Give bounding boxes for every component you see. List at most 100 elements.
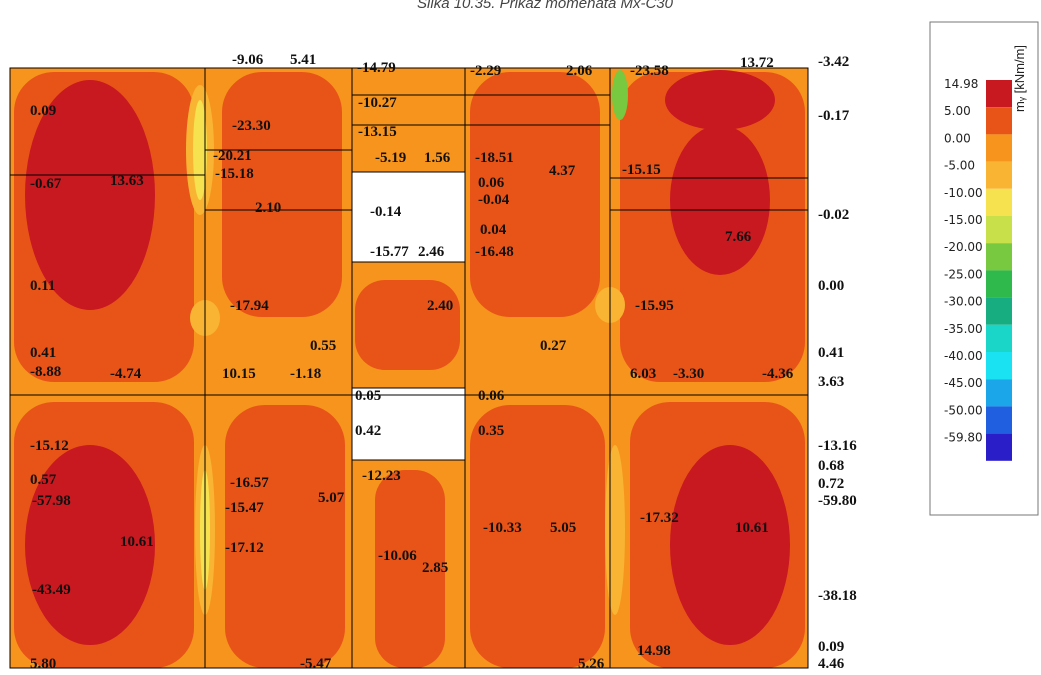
moment-label: -8.88 <box>30 364 61 380</box>
moment-label: 0.41 <box>818 345 844 361</box>
moment-label: 0.11 <box>30 278 55 294</box>
moment-label: 1.56 <box>424 150 451 166</box>
moment-label: 10.15 <box>222 366 256 382</box>
moment-label: -23.58 <box>630 63 669 79</box>
moment-label: 13.63 <box>110 173 144 189</box>
moment-label: 5.07 <box>318 490 345 506</box>
moment-label: -15.12 <box>30 438 69 454</box>
moment-label: 0.72 <box>818 476 844 492</box>
moment-label: -15.15 <box>622 162 661 178</box>
moment-label: 0.05 <box>355 388 381 404</box>
legend-swatch <box>986 324 1012 352</box>
legend-swatch <box>986 379 1012 407</box>
legend-label: -15.00 <box>944 213 983 227</box>
legend-swatch <box>986 107 1012 135</box>
moment-label: -0.17 <box>818 108 850 124</box>
legend-label: -40.00 <box>944 349 983 363</box>
moment-label: 10.61 <box>735 520 769 536</box>
moment-label: -10.27 <box>358 95 397 111</box>
moment-label: -10.33 <box>483 520 522 536</box>
moment-label: -23.30 <box>232 118 271 134</box>
moment-label: -16.48 <box>475 244 514 260</box>
legend: mᵧ [kNm/m] 14.98 5.00 0.00 -5.00 -10.00 -15.0… <box>929 21 1039 516</box>
moment-label: -4.36 <box>762 366 794 382</box>
moment-label: -3.30 <box>673 366 704 382</box>
moment-label: -15.47 <box>225 500 264 516</box>
moment-label: -15.77 <box>370 244 409 260</box>
legend-label: -35.00 <box>944 322 983 336</box>
moment-label: -4.74 <box>110 366 142 382</box>
moment-label: -59.80 <box>818 493 857 509</box>
moment-label: -18.51 <box>475 150 514 166</box>
legend-swatch <box>986 352 1012 380</box>
moment-label: -20.21 <box>213 148 252 164</box>
moment-label: 0.41 <box>30 345 56 361</box>
legend-swatch <box>986 406 1012 434</box>
moment-label: 0.68 <box>818 458 844 474</box>
moment-labels: -9.06 5.41 -14.79 -2.29 2.06 -23.58 13.72 -3.42… <box>30 52 857 672</box>
contour-plot <box>9 67 809 669</box>
moment-label: 0.55 <box>310 338 336 354</box>
moment-label: -0.67 <box>30 176 62 192</box>
moment-label: 2.10 <box>255 200 281 216</box>
moment-label: 0.27 <box>540 338 567 354</box>
moment-label: 10.61 <box>120 534 154 550</box>
legend-label: -45.00 <box>944 376 983 390</box>
moment-label: -0.02 <box>818 207 849 223</box>
legend-label: 14.98 <box>944 77 978 91</box>
moment-label: 14.98 <box>637 643 671 659</box>
moment-label: 13.72 <box>740 55 774 71</box>
moment-label: 0.06 <box>478 388 505 404</box>
moment-label: -9.06 <box>232 52 264 68</box>
legend-label: -59.80 <box>944 431 983 445</box>
legend-swatch <box>986 433 1012 461</box>
legend-label: 5.00 <box>944 104 971 118</box>
moment-label: 0.09 <box>30 103 56 119</box>
legend-label: -25.00 <box>944 267 983 281</box>
moment-label: -17.32 <box>640 510 679 526</box>
moment-label: 0.42 <box>355 423 381 439</box>
moment-label: 5.41 <box>290 52 316 68</box>
moment-label: -14.79 <box>357 60 396 76</box>
moment-label: 7.66 <box>725 229 752 245</box>
legend-label: -30.00 <box>944 295 983 309</box>
legend-swatch <box>986 270 1012 298</box>
moment-label: -38.18 <box>818 588 857 604</box>
legend-unit: mᵧ [kNm/m] <box>1012 45 1027 112</box>
moment-label: -0.14 <box>370 204 402 220</box>
legend-label: -10.00 <box>944 186 983 200</box>
legend-swatch <box>986 216 1012 244</box>
moment-label: -13.15 <box>358 124 397 140</box>
moment-label: -12.23 <box>362 468 401 484</box>
moment-label: 0.09 <box>818 639 844 655</box>
moment-label: -5.47 <box>300 656 332 672</box>
moment-label: -15.95 <box>635 298 674 314</box>
legend-label: -5.00 <box>944 159 975 173</box>
moment-label: 5.26 <box>578 656 605 672</box>
legend-label: 0.00 <box>944 131 971 145</box>
legend-swatch <box>986 80 1012 108</box>
legend-swatch <box>986 161 1012 189</box>
moment-label: -57.98 <box>32 493 71 509</box>
moment-label: -17.12 <box>225 540 264 556</box>
legend-label: -20.00 <box>944 240 983 254</box>
moment-label: -2.29 <box>470 63 501 79</box>
moment-label: 6.03 <box>630 366 656 382</box>
moment-label: -5.19 <box>375 150 406 166</box>
moment-label: 0.06 <box>478 175 505 191</box>
moment-label: -1.18 <box>290 366 321 382</box>
moment-label: -15.18 <box>215 166 254 182</box>
legend-swatch <box>986 243 1012 271</box>
moment-label: 4.46 <box>818 656 845 672</box>
moment-label: 0.04 <box>480 222 507 238</box>
moment-label: -17.94 <box>230 298 269 314</box>
moment-label: 5.05 <box>550 520 576 536</box>
legend-swatch <box>986 134 1012 162</box>
moment-label: 3.63 <box>818 374 844 390</box>
moment-label: -3.42 <box>818 54 849 70</box>
moment-label: -16.57 <box>230 475 269 491</box>
moment-label: 0.57 <box>30 472 57 488</box>
legend-label: -50.00 <box>944 403 983 417</box>
